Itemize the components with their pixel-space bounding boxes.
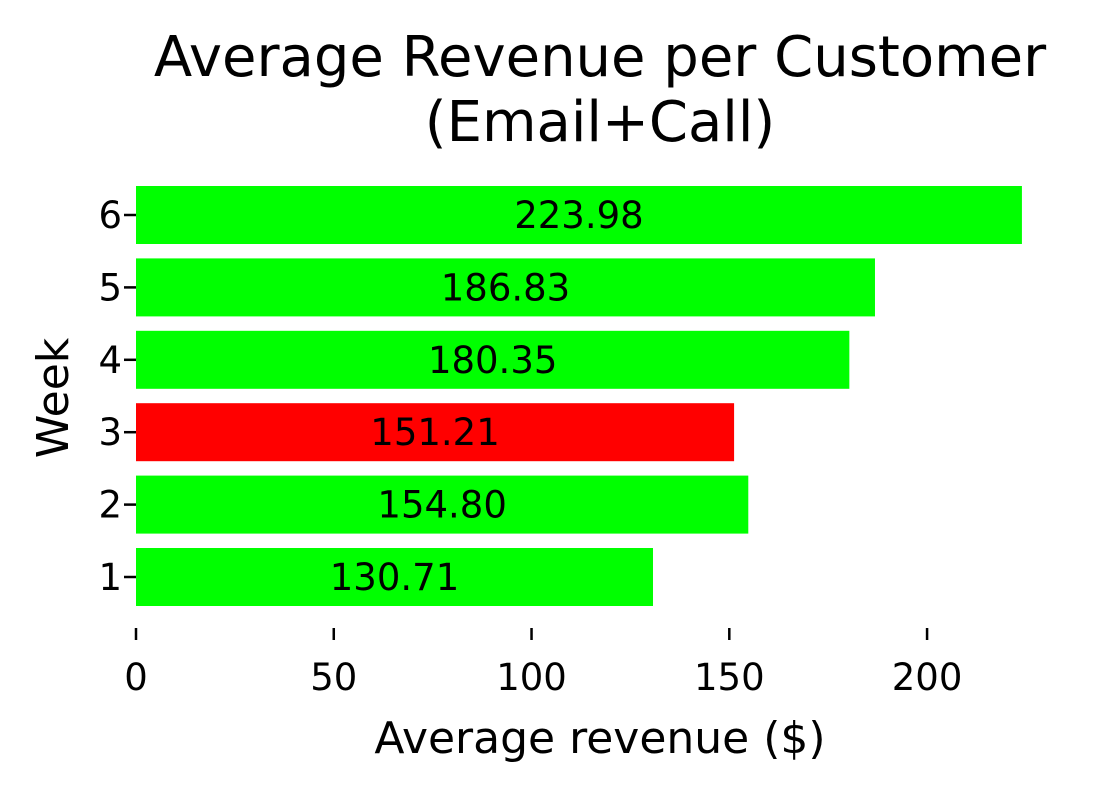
bars: 130.71 154.80 151.21 180.35 186.83 223.98 — [136, 186, 1022, 606]
bar-value-label-week-5: 186.83 — [441, 266, 570, 309]
y-tick-label-4: 4 — [98, 339, 122, 382]
y-tick-label-3: 3 — [98, 411, 122, 454]
bar-week-4 — [136, 330, 850, 389]
y-tick-label-6: 6 — [98, 194, 122, 237]
bar-week-6 — [136, 186, 1022, 244]
bar-week-2 — [136, 475, 749, 534]
chart-title: Average Revenue per Customer (Email+Call… — [154, 25, 1047, 155]
x-tick-label-150: 150 — [694, 656, 765, 699]
x-tick-label-200: 200 — [892, 656, 963, 699]
bar-value-label-week-1: 130.71 — [330, 556, 459, 599]
bar-week-3 — [136, 403, 735, 462]
y-axis-ticks: 1 2 3 4 5 6 — [98, 194, 136, 599]
bar-value-label-week-4: 180.35 — [428, 339, 557, 382]
y-tick-label-1: 1 — [98, 556, 122, 599]
chart-title-line-1: Average Revenue per Customer — [154, 25, 1047, 90]
bar-value-label-week-3: 151.21 — [370, 411, 499, 454]
x-axis-ticks: 0 50 100 150 200 — [124, 628, 962, 699]
y-tick-label-5: 5 — [98, 266, 122, 309]
x-tick-label-50: 50 — [310, 656, 357, 699]
bar-value-label-week-6: 223.98 — [514, 194, 643, 237]
x-tick-label-100: 100 — [496, 656, 567, 699]
bar-week-1 — [136, 548, 654, 606]
chart-title-line-2: (Email+Call) — [425, 90, 776, 155]
x-axis-label: Average revenue ($) — [374, 713, 825, 764]
x-tick-label-0: 0 — [124, 656, 148, 699]
y-tick-label-2: 2 — [98, 484, 122, 527]
y-axis-label: Week — [28, 337, 79, 458]
bar-value-label-week-2: 154.80 — [377, 484, 506, 527]
bar-week-5 — [136, 258, 875, 317]
